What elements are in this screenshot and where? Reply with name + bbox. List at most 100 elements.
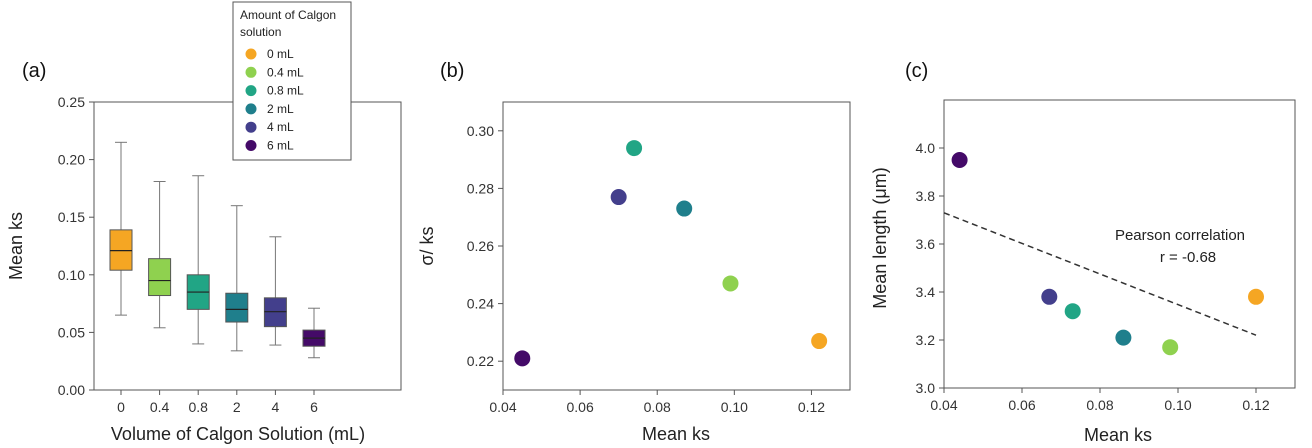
panel-a-xtick-label: 6	[310, 399, 318, 415]
panel-b: (b) 0.22 0.24 0.26 0.28 0.30 0.04 0.06 0.08 0.10…	[417, 60, 851, 444]
panel-c-point	[1041, 288, 1058, 305]
panel-b-xtick-label: 0.12	[798, 399, 825, 415]
panel-b-xtick-label: 0.06	[566, 399, 593, 415]
panel-b-point	[514, 350, 531, 367]
panel-c-points	[951, 152, 1264, 356]
panel-c-point	[1115, 329, 1132, 346]
legend-swatch	[245, 48, 257, 60]
legend-entry: 6 mL	[245, 139, 294, 153]
panel-b-ylabel: σ/ ks	[417, 226, 437, 265]
panel-c-frame	[943, 99, 1296, 389]
legend-entry: 0 mL	[245, 47, 294, 61]
panel-a-ytick-label: 0.00	[58, 382, 85, 398]
box-4	[263, 236, 287, 346]
legend-label: 2 mL	[267, 102, 294, 116]
box-body	[225, 292, 249, 323]
legend-label: 6 mL	[267, 139, 294, 153]
legend-swatch	[245, 121, 257, 133]
panel-b-frame	[502, 101, 851, 391]
panel-c-xtick-label: 0.06	[1008, 397, 1035, 413]
panel-c-annotation-line-1: Pearson correlation	[1115, 227, 1245, 244]
panel-c-xtick-label: 0.12	[1242, 397, 1269, 413]
panel-b-ytick-label: 0.22	[467, 353, 494, 369]
panel-a-ytick-label: 0.05	[58, 324, 85, 340]
panel-c-ytick-label: 3.2	[916, 332, 936, 348]
panel-c-ytick-label: 3.6	[916, 236, 936, 252]
legend-entry: 0.8 mL	[245, 84, 304, 98]
box-0.8	[186, 175, 210, 345]
panel-a-ytick-label: 0.20	[58, 152, 85, 168]
panel-a-ytick-label: 0.25	[58, 94, 85, 110]
panel-b-ticks: 0.22 0.24 0.26 0.28 0.30 0.04 0.06 0.08 0.10 0.12	[467, 123, 826, 415]
panel-c-xlabel: Mean ks	[1084, 425, 1152, 445]
panel-c-ytick-label: 4.0	[916, 140, 936, 156]
legend-swatch	[245, 140, 257, 151]
panel-c-point	[951, 152, 968, 168]
panel-c-xtick-label: 0.08	[1086, 397, 1113, 413]
panel-b-xtick-label: 0.10	[721, 399, 748, 415]
box-0.4	[148, 180, 172, 329]
panel-c-label: (c)	[905, 60, 928, 82]
panel-c-xtick-label: 0.04	[930, 397, 957, 413]
panel-c-ytick-label: 3.0	[916, 380, 936, 396]
legend-swatch	[245, 103, 257, 115]
legend-entries: 0 mL 0.4 mL 0.8 mL 2 mL 4 mL 6 mL	[245, 47, 304, 153]
legend-swatch	[245, 66, 257, 78]
panel-c-annotation-line-2: r = -0.68	[1160, 249, 1216, 266]
panel-a-ytick-label: 0.15	[58, 209, 85, 225]
panel-a-xtick-label: 0	[117, 399, 125, 415]
panel-c-ylabel: Mean length (μm)	[870, 167, 890, 308]
panel-a-xtick-label: 0.8	[188, 399, 208, 415]
panel-b-ytick-label: 0.30	[467, 123, 494, 139]
panel-b-points	[514, 140, 828, 367]
legend-entry: 0.4 mL	[245, 65, 304, 79]
box-body	[148, 258, 172, 297]
legend: Amount of Calgon solution 0 mL 0.4 mL 0.8 …	[232, 1, 352, 161]
panel-b-point	[811, 333, 828, 350]
panel-c-point	[1064, 303, 1081, 320]
panel-b-point	[610, 189, 627, 206]
panel-b-ytick-label: 0.26	[467, 238, 494, 254]
panel-a-xtick-label: 0.4	[150, 399, 170, 415]
panel-b-point	[722, 275, 739, 292]
panel-c: (c) 3.0 3.2 3.4 3.6 3.8 4.0 0.04 0.06 0.08 0.10 0.…	[870, 60, 1296, 445]
legend-swatch	[245, 85, 257, 97]
panel-a-boxes	[109, 141, 326, 359]
panel-b-ytick-label: 0.24	[467, 296, 494, 312]
panel-a-xtick-label: 2	[233, 399, 241, 415]
legend-label: 0 mL	[267, 47, 294, 61]
panel-a: (a) 0.00 0.05 0.10 0.15 0.20 0.25 0 0.4 0.8 2 4 6 M…	[6, 60, 402, 444]
panel-b-label: (b)	[440, 60, 464, 82]
panel-a-ytick-label: 0.10	[58, 267, 85, 283]
panel-c-point	[1162, 339, 1179, 356]
box-2	[225, 205, 249, 352]
panel-a-xlabel: Volume of Calgon Solution (mL)	[111, 424, 365, 444]
panel-b-xtick-label: 0.08	[644, 399, 671, 415]
panel-c-point	[1248, 288, 1264, 305]
box-6	[302, 307, 326, 359]
panel-a-xtick-label: 4	[272, 399, 280, 415]
panel-a-ylabel: Mean ks	[6, 212, 26, 280]
legend-label: 4 mL	[267, 120, 294, 134]
panel-b-ytick-label: 0.28	[467, 180, 494, 196]
legend-entry: 4 mL	[245, 120, 294, 134]
panel-c-ticks: 3.0 3.2 3.4 3.6 3.8 4.0 0.04 0.06 0.08 0.10 0.12	[916, 140, 1270, 413]
legend-title-line-2: solution	[240, 25, 281, 39]
panel-a-ticks: 0.00 0.05 0.10 0.15 0.20 0.25 0 0.4 0.8 2 4 6	[58, 94, 318, 415]
box-0	[109, 141, 133, 316]
panel-b-point	[676, 200, 693, 217]
legend-box	[232, 1, 352, 161]
legend-label: 0.4 mL	[267, 65, 304, 79]
legend-title-line-1: Amount of Calgon	[240, 8, 336, 22]
panel-b-point	[626, 140, 643, 157]
panel-b-xlabel: Mean ks	[642, 424, 710, 444]
panel-c-ytick-label: 3.8	[916, 188, 936, 204]
panel-c-ytick-label: 3.4	[916, 284, 936, 300]
legend-entry: 2 mL	[245, 102, 294, 116]
panel-a-label: (a)	[22, 60, 46, 82]
panel-c-xtick-label: 0.10	[1164, 397, 1191, 413]
legend-label: 0.8 mL	[267, 84, 304, 98]
panel-c-trendline	[943, 212, 1257, 336]
panel-b-xtick-label: 0.04	[489, 399, 516, 415]
